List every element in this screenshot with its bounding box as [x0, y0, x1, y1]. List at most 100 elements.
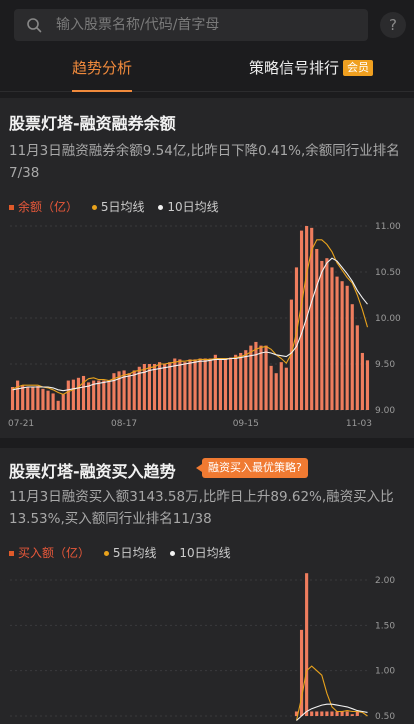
bar [320, 260, 324, 410]
legend-ma10-label: 10日均线 [179, 546, 231, 560]
bar [274, 373, 278, 410]
bar [365, 360, 370, 410]
bar [299, 629, 304, 716]
bar [41, 388, 45, 410]
bar [163, 364, 167, 410]
y-tick-label: 9.50 [375, 360, 395, 370]
section-title: 股票灯塔-融资融券余额 [9, 114, 176, 133]
bar [87, 382, 91, 410]
margin-balance-chart[interactable]: 11.00 10.50 10.00 9.50 9.00 07-21 08-17 09-15 11… [0, 220, 414, 436]
bar [107, 380, 111, 410]
bar [112, 373, 116, 410]
bar [173, 358, 177, 410]
bar [355, 711, 359, 716]
bar [218, 358, 222, 410]
bar [330, 711, 334, 716]
margin-buy-chart[interactable]: 2.00 1.50 1.00 0.50 [0, 564, 414, 724]
chart-legend: 余额（亿） 5日均线 10日均线 [9, 198, 229, 215]
bar [147, 364, 152, 410]
bar [158, 362, 162, 410]
y-tick-label: 1.00 [375, 667, 395, 677]
tab-trend-analysis[interactable]: 趋势分析 [72, 50, 133, 92]
bar [264, 345, 268, 410]
bar [259, 345, 263, 410]
ma5-line [295, 665, 368, 721]
search-icon [27, 18, 42, 33]
bar [26, 387, 30, 410]
tab-trend-analysis-label: 趋势分析 [72, 59, 133, 77]
bar [360, 352, 364, 410]
bar [239, 352, 243, 410]
bar [122, 370, 126, 410]
bar [51, 393, 55, 410]
bar-legend-swatch [9, 205, 14, 210]
bar [315, 711, 319, 716]
bar [254, 341, 258, 410]
bar [279, 362, 283, 410]
bar [244, 350, 248, 410]
bar [102, 380, 106, 410]
section-description: 11月3日融资买入额3143.58万,比昨日上升89.62%,融资买入比13.5… [9, 489, 394, 527]
bar [132, 370, 136, 410]
bar [31, 387, 35, 410]
tab-strategy-ranking[interactable]: 策略信号排行 [249, 50, 339, 92]
bar [21, 385, 25, 410]
bar [152, 364, 157, 410]
bar [269, 365, 273, 410]
ma10-line [12, 257, 368, 392]
y-tick-label: 10.00 [375, 314, 401, 324]
bar [208, 358, 212, 410]
legend-ma10-label: 10日均线 [167, 200, 219, 214]
bar [223, 359, 228, 410]
ma5-legend-dot [91, 205, 97, 210]
legend-bar-label: 买入额（亿） [18, 546, 91, 560]
bar [56, 400, 60, 410]
bar [228, 357, 233, 410]
strategy-badge[interactable]: 融资买入最优策略? [196, 458, 308, 478]
ma10-legend-dot [158, 205, 164, 210]
bar [345, 711, 349, 716]
bar [71, 379, 75, 410]
legend-ma5-label: 5日均线 [100, 200, 145, 214]
vip-badge: 会员 [343, 60, 373, 76]
y-tick-label: 10.50 [375, 268, 401, 278]
bar [335, 711, 339, 716]
bar [142, 364, 146, 410]
search-input[interactable] [56, 9, 356, 41]
bar [66, 380, 70, 410]
bar [127, 373, 131, 410]
bar [183, 362, 187, 410]
legend-bar-label: 余额（亿） [18, 200, 79, 214]
bar [294, 267, 299, 410]
margin-buy-section: 股票灯塔-融资买入趋势 融资买入最优策略? 11月3日融资买入额3143.58万… [0, 448, 414, 724]
bar [340, 281, 344, 410]
y-tick-label: 0.50 [375, 712, 395, 722]
legend-ma5-label: 5日均线 [112, 546, 157, 560]
bar [46, 390, 50, 410]
bar [350, 714, 354, 716]
ma10-legend-dot [170, 551, 176, 556]
bar [310, 227, 314, 410]
bar [97, 380, 101, 410]
x-tick-label: 11-03 [346, 419, 372, 429]
bar [325, 258, 329, 410]
y-tick-label: 11.00 [375, 222, 401, 232]
bar [188, 359, 192, 410]
ma5-legend-dot [103, 551, 109, 556]
bar [137, 366, 141, 410]
bar [350, 304, 354, 410]
bar [305, 573, 309, 716]
bar [203, 358, 207, 410]
bar [345, 285, 349, 410]
bar [92, 380, 96, 410]
bar [61, 394, 65, 410]
bar [330, 267, 334, 410]
help-icon[interactable]: ? [380, 12, 406, 38]
ma5-line [12, 239, 369, 396]
bar [249, 345, 253, 410]
active-tab-underline [72, 90, 133, 92]
ma10-line [296, 703, 368, 721]
bar [168, 362, 172, 410]
bar [335, 276, 339, 410]
search-box[interactable] [14, 9, 368, 41]
